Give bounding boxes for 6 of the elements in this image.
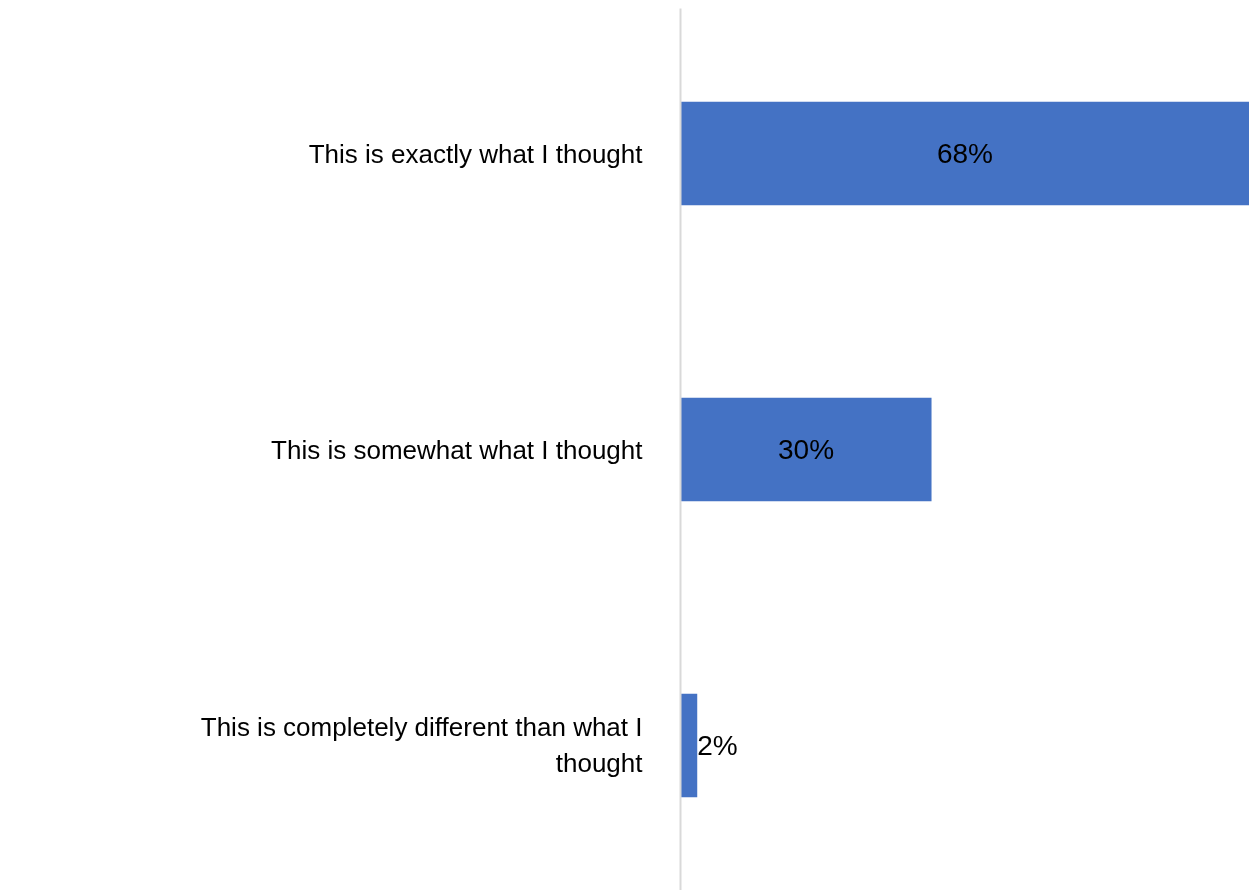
data-label: 2%	[697, 729, 738, 761]
y-tick-label: This is exactly what I thought	[308, 138, 644, 169]
y-tick-label: This is completely different than what I thought	[200, 712, 644, 779]
data-label: 30%	[777, 434, 835, 465]
data-label: 68%	[936, 138, 994, 170]
y-tick-label: This is somewhat what I thought	[271, 434, 644, 465]
